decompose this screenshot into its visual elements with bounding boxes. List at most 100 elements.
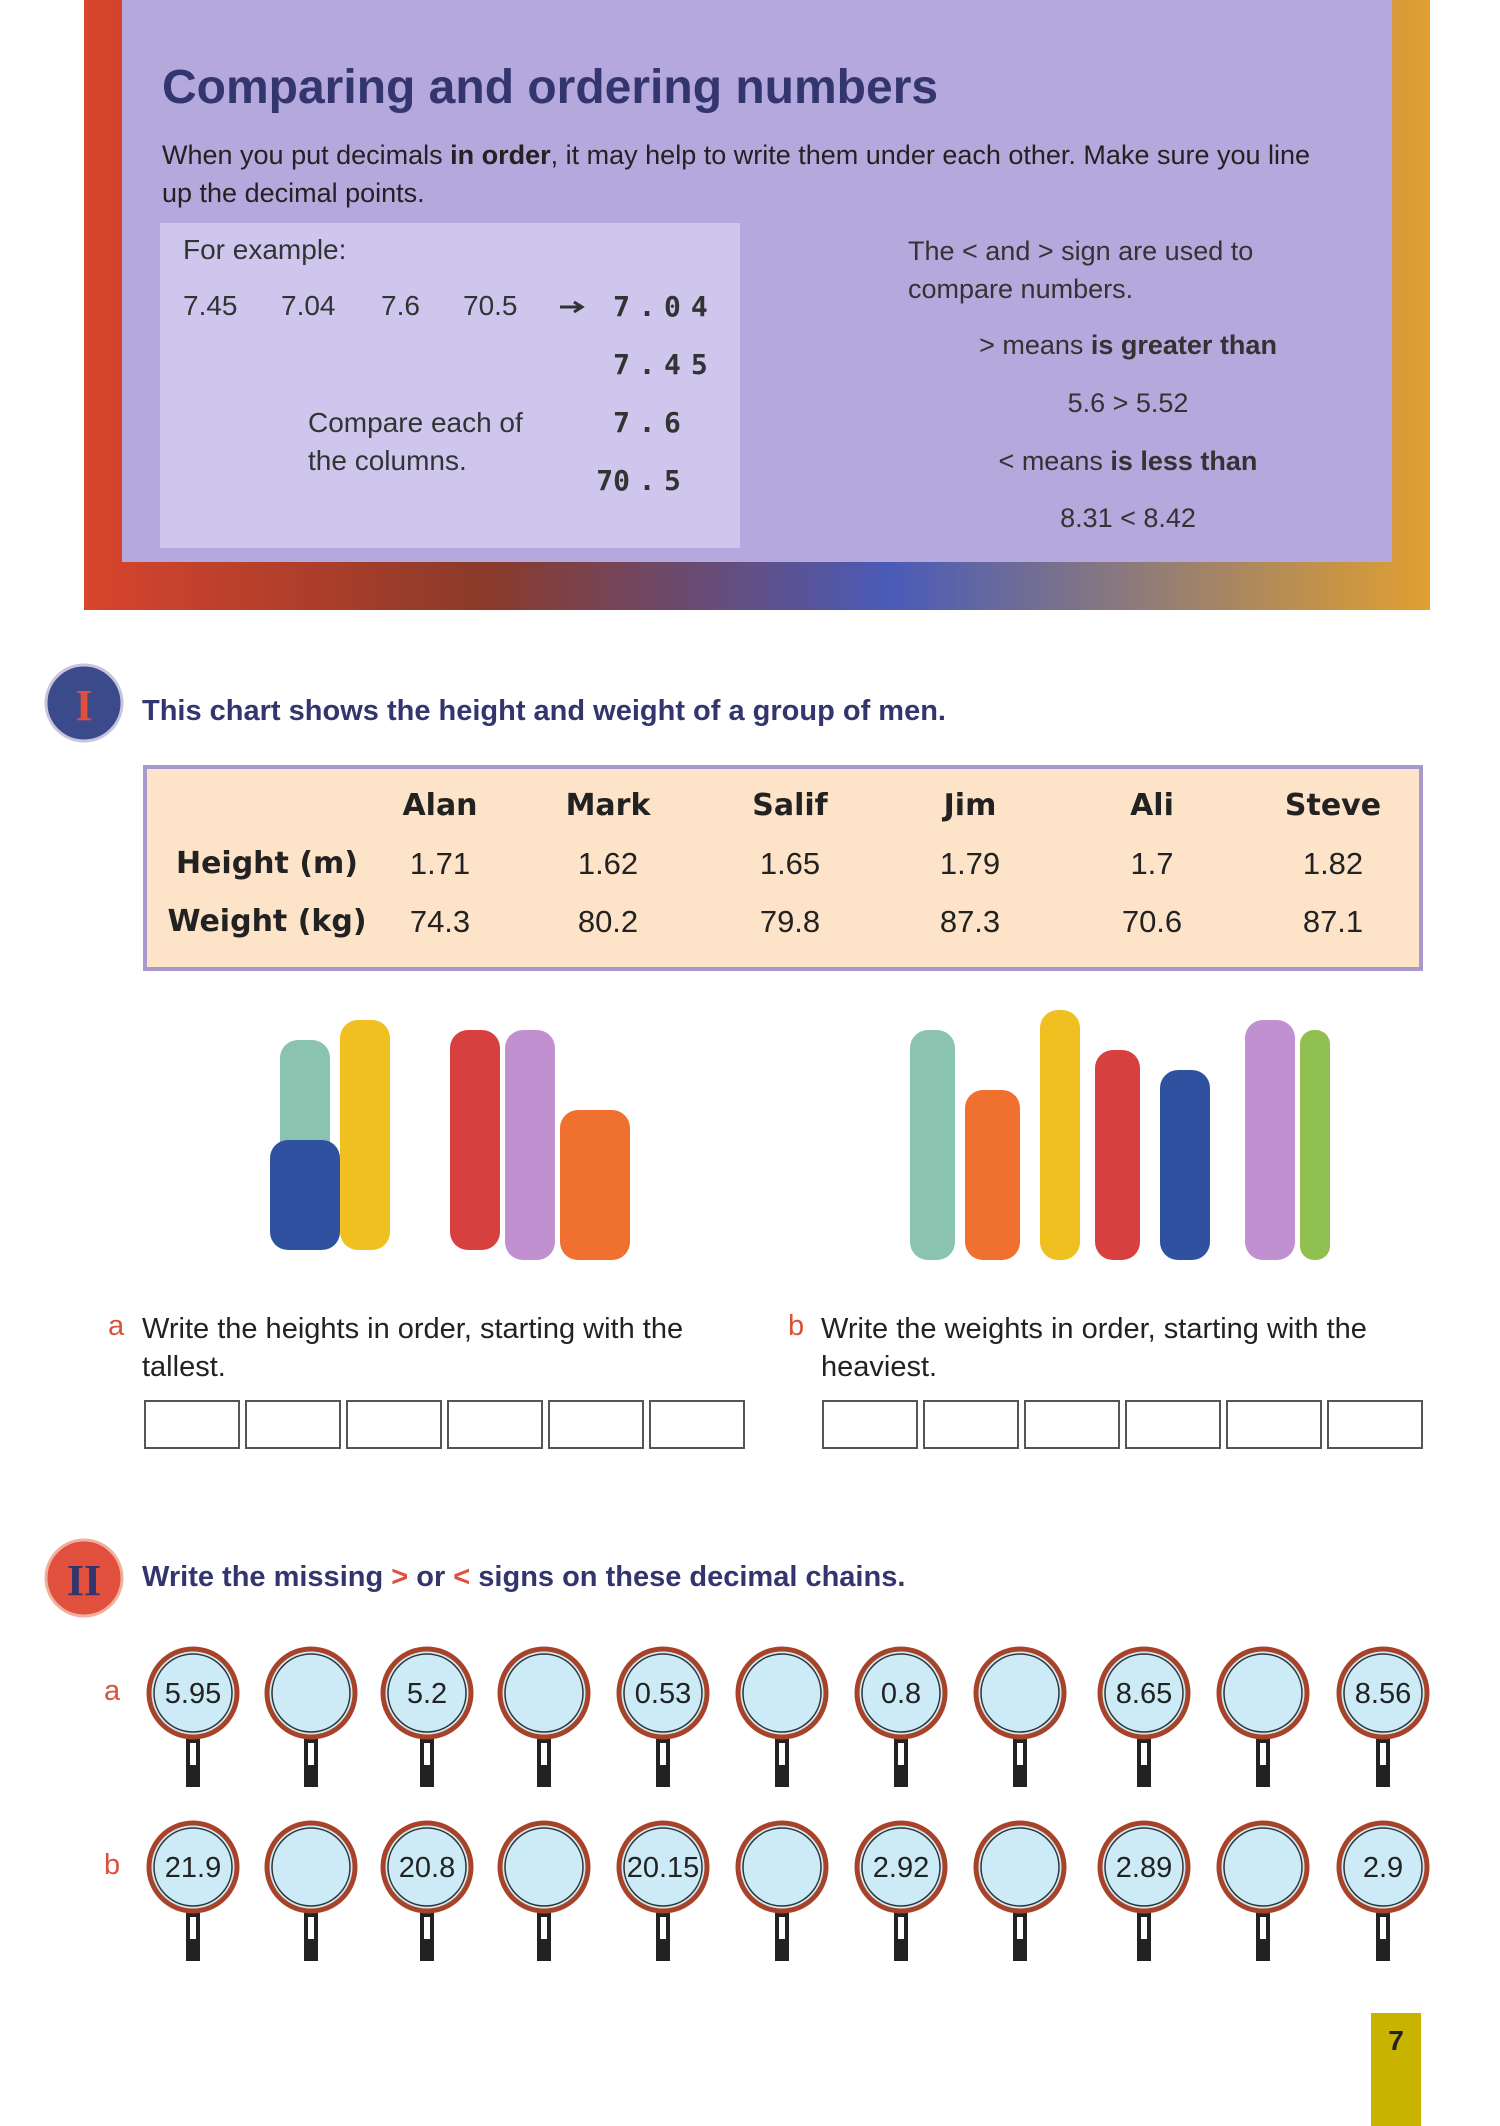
lens-rim bbox=[623, 1827, 703, 1907]
handle-slot bbox=[660, 1743, 666, 1765]
answer-box bbox=[548, 1400, 644, 1449]
answer-box bbox=[923, 1400, 1019, 1449]
lens-rim bbox=[504, 1827, 584, 1907]
chain-letter: b bbox=[104, 1849, 121, 1881]
chain-value: 0.53 bbox=[635, 1678, 691, 1710]
rule-bold: is greater than bbox=[1090, 330, 1277, 360]
table-cell: 74.3 bbox=[409, 904, 471, 939]
handle-slot bbox=[541, 1743, 547, 1765]
intro-text: When you put decimals bbox=[162, 140, 451, 170]
example-label: For example: bbox=[183, 234, 347, 265]
lens bbox=[1216, 1646, 1310, 1740]
lens bbox=[380, 1820, 474, 1914]
lens bbox=[264, 1820, 358, 1914]
example-number: 7.04 bbox=[281, 290, 336, 321]
handle-slot bbox=[308, 1917, 314, 1939]
column-header: Jim bbox=[943, 788, 997, 823]
handle-slot bbox=[190, 1743, 196, 1765]
answer-box bbox=[1226, 1400, 1322, 1449]
table-cell: 87.1 bbox=[1302, 904, 1364, 939]
lens bbox=[1097, 1646, 1191, 1740]
table-cell: 1.65 bbox=[759, 846, 821, 881]
greater-example: 5.6 > 5.52 bbox=[1067, 388, 1189, 418]
ordered-number: 70. 5 bbox=[596, 464, 691, 497]
lens-rim bbox=[1343, 1653, 1423, 1733]
lens-rim bbox=[861, 1827, 941, 1907]
lens bbox=[616, 1820, 710, 1914]
answer-box bbox=[1024, 1400, 1120, 1449]
section-badge bbox=[44, 663, 124, 743]
handle-slot bbox=[898, 1917, 904, 1939]
section-number: I bbox=[75, 681, 93, 730]
table-cell: 1.79 bbox=[939, 846, 1001, 881]
handle-slot bbox=[660, 1917, 666, 1939]
handle-slot bbox=[898, 1743, 904, 1765]
lens bbox=[1216, 1820, 1310, 1914]
lens bbox=[146, 1820, 240, 1914]
lens bbox=[146, 1646, 240, 1740]
lens-rim bbox=[623, 1653, 703, 1733]
handle-slot bbox=[424, 1743, 430, 1765]
column-header: Alan bbox=[402, 788, 478, 823]
handle-slot bbox=[1380, 1917, 1386, 1939]
illustration bbox=[270, 1010, 1330, 1260]
handle-slot bbox=[1017, 1917, 1023, 1939]
example-note: Compare each of the columns. bbox=[308, 407, 523, 476]
lens bbox=[854, 1646, 948, 1740]
instruction-text: signs on these decimal chains. bbox=[470, 1561, 906, 1593]
answer-box bbox=[649, 1400, 745, 1449]
chain-value: 21.9 bbox=[165, 1852, 221, 1884]
ordered-number: 7. 04 bbox=[613, 290, 718, 323]
chain-value: 2.89 bbox=[1116, 1852, 1172, 1884]
row-label: Height (m) bbox=[175, 846, 359, 881]
lens-rim bbox=[387, 1653, 467, 1733]
answer-box bbox=[447, 1400, 543, 1449]
answer-box bbox=[1125, 1400, 1221, 1449]
signs-intro: The < and > sign are used to compare num… bbox=[908, 236, 1254, 304]
question-text: Write the weights in order, starting wit… bbox=[821, 1313, 1367, 1383]
lens-rim bbox=[1104, 1653, 1184, 1733]
lens-rim bbox=[861, 1653, 941, 1733]
column-header: Ali bbox=[1130, 788, 1174, 823]
answer-box bbox=[1327, 1400, 1423, 1449]
instruction: Write the missing > or < signs on these … bbox=[142, 1561, 905, 1594]
lens-rim bbox=[1223, 1827, 1303, 1907]
instruction-text: Write the missing bbox=[142, 1561, 392, 1593]
lens bbox=[973, 1820, 1067, 1914]
lens bbox=[1097, 1820, 1191, 1914]
lens bbox=[497, 1820, 591, 1914]
chain-value: 20.8 bbox=[399, 1852, 455, 1884]
lens bbox=[616, 1646, 710, 1740]
lens bbox=[380, 1646, 474, 1740]
chain-value: 0.8 bbox=[881, 1678, 921, 1710]
intro: When you put decimals in order, it may h… bbox=[162, 136, 1342, 212]
lens bbox=[1336, 1820, 1430, 1914]
handle-slot bbox=[1141, 1917, 1147, 1939]
lens-rim bbox=[1104, 1827, 1184, 1907]
section-badge bbox=[44, 1538, 124, 1618]
lens-rim bbox=[153, 1827, 233, 1907]
lens-rim bbox=[387, 1827, 467, 1907]
chain-value: 8.56 bbox=[1355, 1678, 1411, 1710]
example-number: 70.5 bbox=[463, 290, 518, 321]
handle-slot bbox=[1260, 1917, 1266, 1939]
less-rule: < means is less than bbox=[928, 446, 1328, 477]
rule-bold: is less than bbox=[1110, 446, 1258, 476]
intro-bold: in order bbox=[450, 140, 551, 170]
answer-box bbox=[346, 1400, 442, 1449]
ordered-number: 7. 45 bbox=[613, 348, 718, 381]
handle-slot bbox=[1380, 1743, 1386, 1765]
handle-slot bbox=[190, 1917, 196, 1939]
question-text: Write the heights in order, starting wit… bbox=[142, 1313, 684, 1383]
table-cell: 1.7 bbox=[1130, 846, 1174, 881]
page-number-tab bbox=[1371, 2013, 1421, 2126]
less-example: 8.31 < 8.42 bbox=[1060, 503, 1196, 533]
column-header: Steve bbox=[1284, 788, 1382, 823]
lens-rim bbox=[271, 1653, 351, 1733]
question-letter: a bbox=[108, 1310, 125, 1342]
ordered-number: 7.6 bbox=[613, 406, 691, 439]
rule-text: > means bbox=[979, 330, 1091, 360]
lens-rim bbox=[742, 1827, 822, 1907]
